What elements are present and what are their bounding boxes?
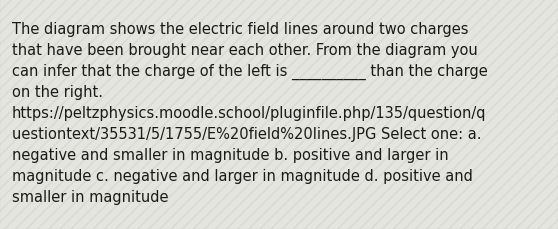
Text: smaller in magnitude: smaller in magnitude xyxy=(12,189,169,204)
Text: uestiontext/35531/5/1755/E%20field%20lines.JPG Select one: a.: uestiontext/35531/5/1755/E%20field%20lin… xyxy=(12,126,482,141)
Text: that have been brought near each other. From the diagram you: that have been brought near each other. … xyxy=(12,43,478,58)
Text: can infer that the charge of the left is __________ than the charge: can infer that the charge of the left is… xyxy=(12,64,488,80)
Text: https://peltzphysics.moodle.school/pluginfile.php/135/question/q: https://peltzphysics.moodle.school/plugi… xyxy=(12,106,487,120)
Text: The diagram shows the electric field lines around two charges: The diagram shows the electric field lin… xyxy=(12,22,469,37)
Text: magnitude c. negative and larger in magnitude d. positive and: magnitude c. negative and larger in magn… xyxy=(12,168,473,183)
Text: negative and smaller in magnitude b. positive and larger in: negative and smaller in magnitude b. pos… xyxy=(12,147,449,162)
Text: on the right.: on the right. xyxy=(12,85,103,100)
